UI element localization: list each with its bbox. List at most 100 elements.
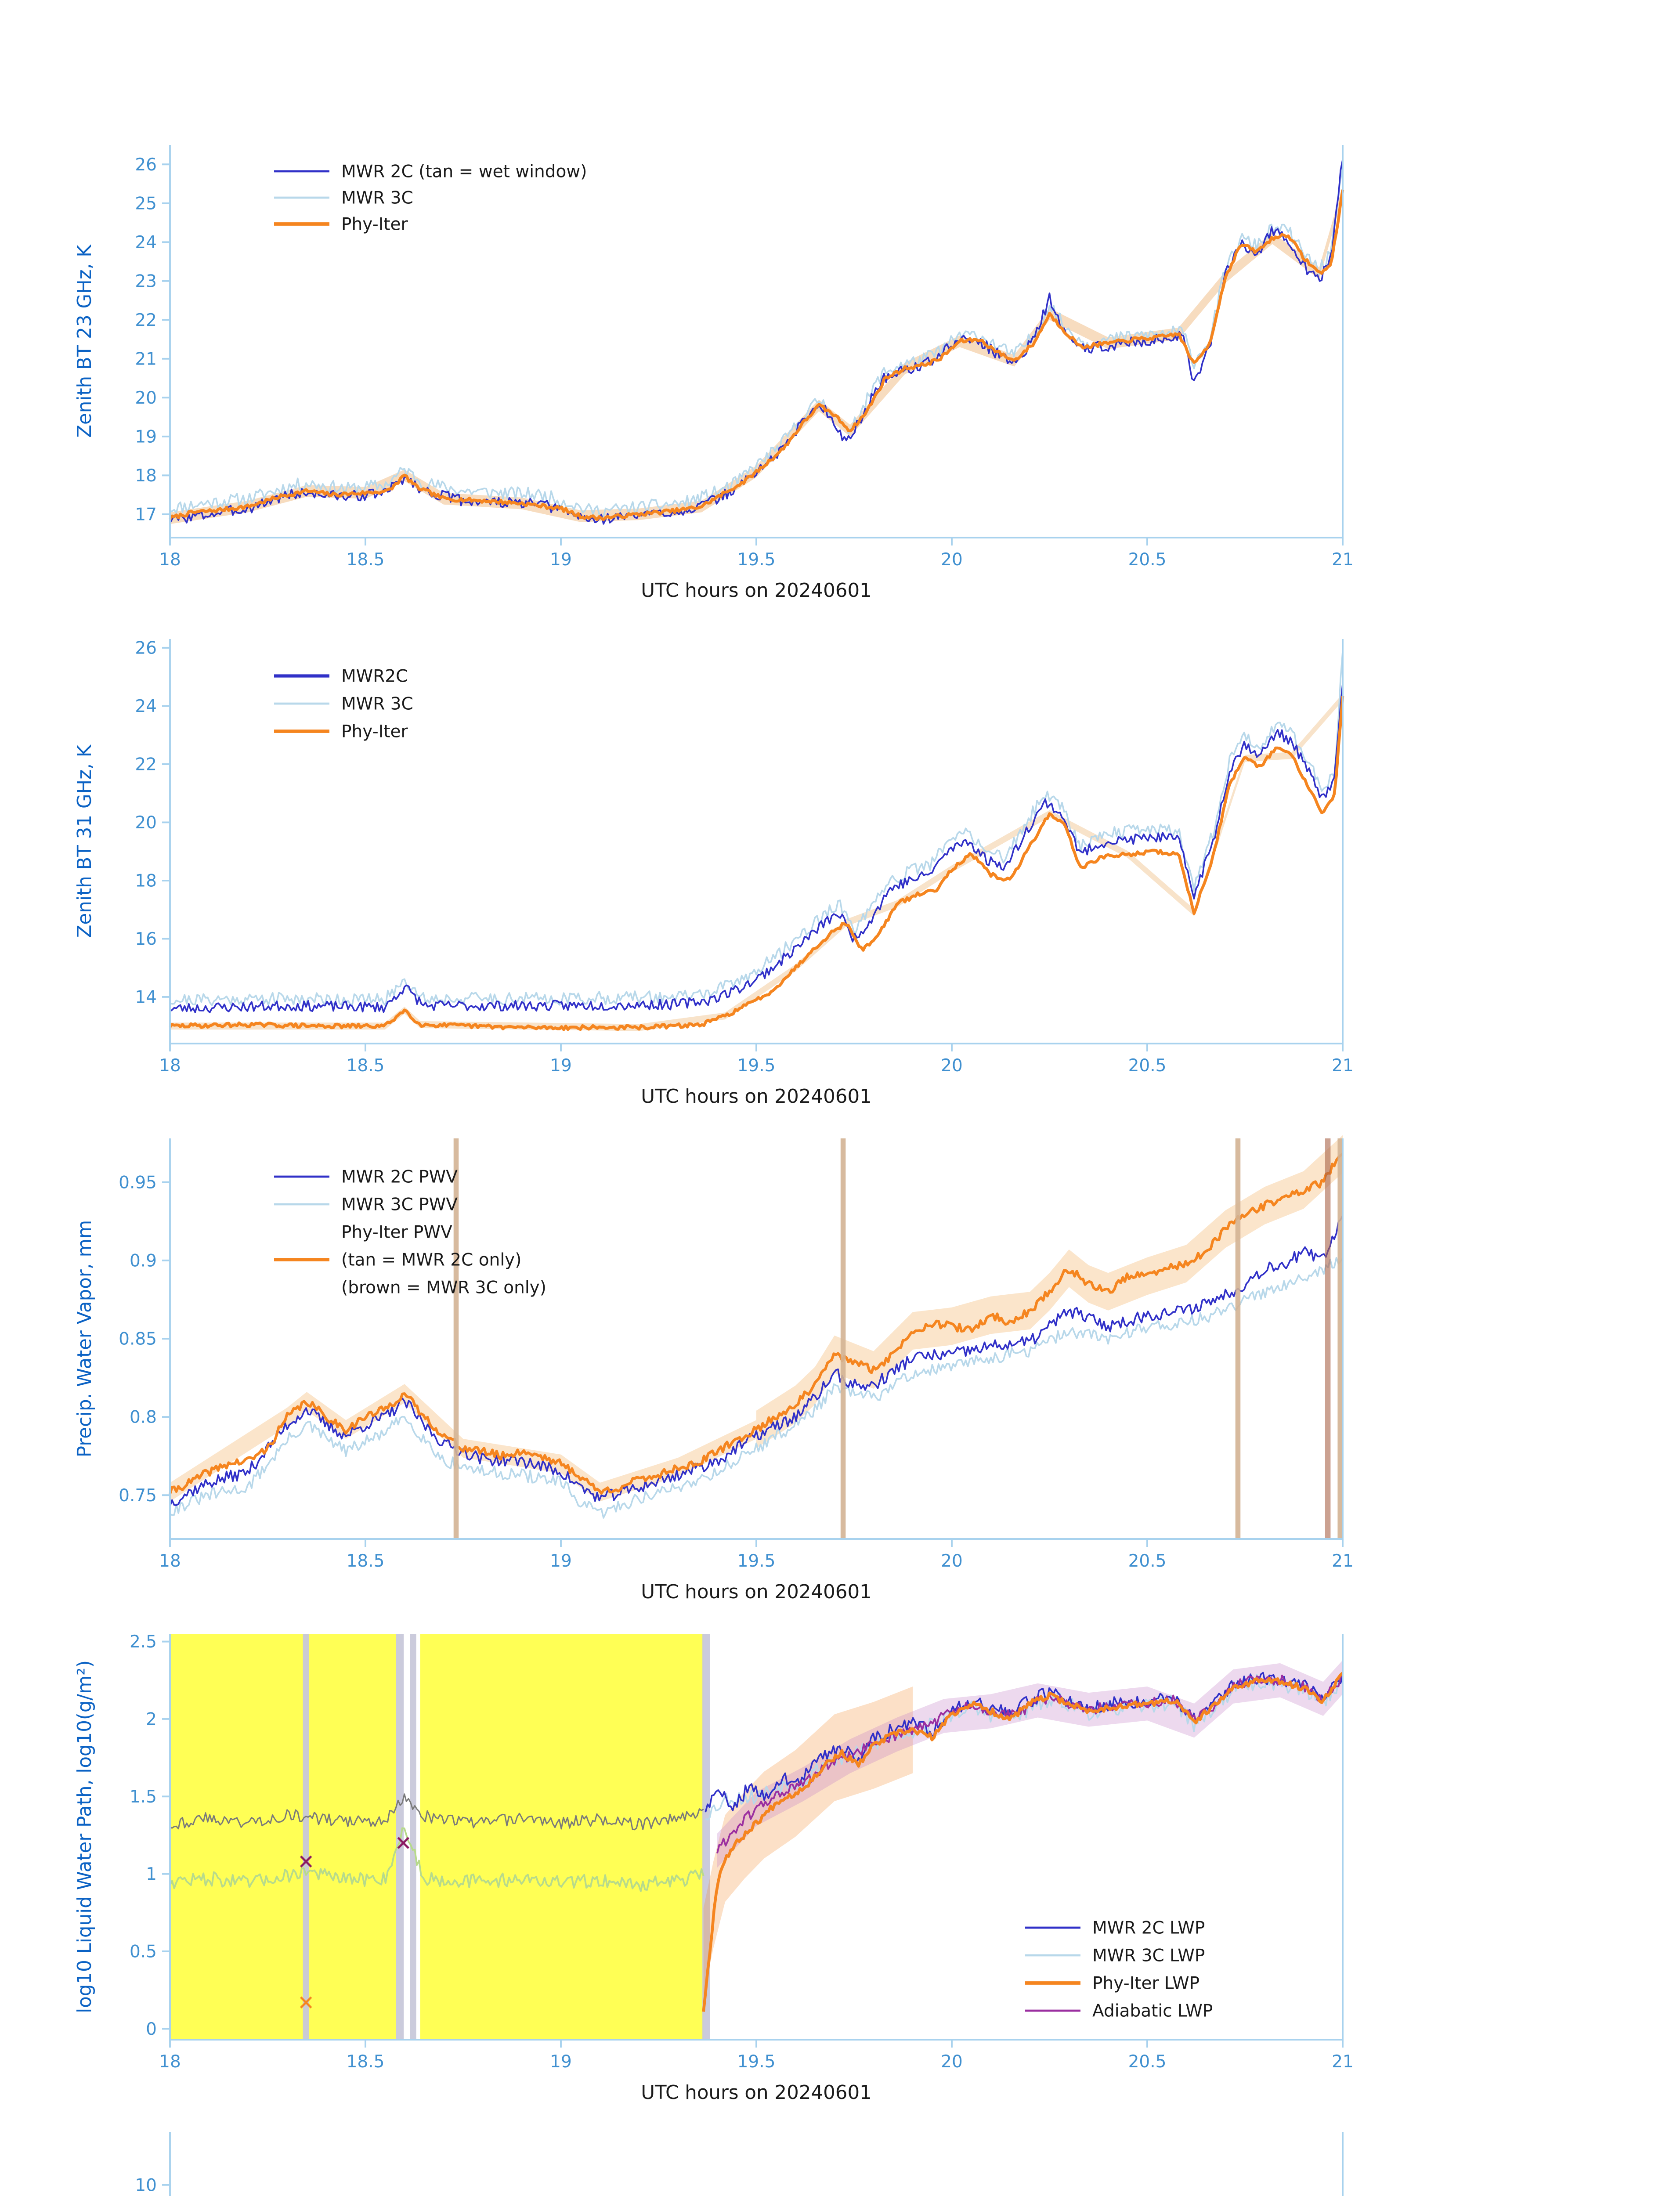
chart-lwp: 18 18.5 19 19.5 20 20.5 21 0 0.5 1 1.5 2 2.5 UTC hour…: [74, 1632, 1354, 2104]
legend-label: Adiabatic LWP: [1092, 2001, 1213, 2021]
axis-spines: [169, 2132, 1344, 2196]
y-tick-label: 18: [135, 871, 157, 891]
x-tick-label: 21: [1332, 2052, 1354, 2072]
x-tick-label: 20.5: [1128, 1551, 1167, 1571]
x-tick-label: 20: [941, 550, 963, 570]
y-tick-label: 1: [146, 1864, 157, 1884]
y-tick-label: 0.8: [130, 1408, 157, 1427]
x-tick-label: 20.5: [1128, 2052, 1167, 2072]
y-tick-label: 22: [135, 311, 157, 330]
y-tick-label: 22: [135, 755, 157, 774]
x-tick-label: 19: [550, 2052, 572, 2072]
legend-label: Phy-Iter PWV: [341, 1223, 452, 1242]
legend-label: MWR 2C (tan = wet window): [341, 162, 587, 182]
x-axis-label: UTC hours on 20240601: [641, 2082, 872, 2104]
x-axis-label: UTC hours on 20240601: [641, 1086, 872, 1108]
x-tick-label: 21: [1332, 1551, 1354, 1571]
legend-pwv: MWR 2C PWV MWR 3C PWV Phy-Iter PWV (tan = M…: [274, 1167, 546, 1298]
x-tick-label: 19: [550, 1551, 572, 1571]
y-tick-label: 2: [146, 1709, 157, 1729]
x-tick-label: 21: [1332, 550, 1354, 570]
x-tick-label: 18.5: [347, 550, 385, 570]
legend-label: MWR 3C LWP: [1092, 1946, 1205, 1966]
y-tick-label: 20: [135, 813, 157, 833]
y-tick-label: 0.75: [119, 1486, 157, 1506]
y-tick-label: 24: [135, 697, 157, 716]
y-tick-label: 25: [135, 194, 157, 213]
x-tick-label: 19.5: [737, 1056, 776, 1076]
chart-bt31: 18 18.5 19 19.5 20 20.5 21 14 16 18 20 22 24 26 UTC ho…: [74, 638, 1354, 1108]
legend-label: MWR 3C PWV: [341, 1195, 458, 1215]
x-tick-label: 18: [159, 1056, 181, 1076]
x-tick-label: 21: [1332, 1056, 1354, 1076]
x-tick-label: 19.5: [737, 2052, 776, 2072]
x-tick-label: 19.5: [737, 1551, 776, 1571]
wet-window-band: [170, 693, 1343, 1031]
x-tick-label: 20: [941, 1551, 963, 1571]
y-tick-label: 0.85: [119, 1329, 157, 1349]
x-tick-label: 18: [159, 550, 181, 570]
legend-label: (tan = MWR 2C only): [341, 1250, 521, 1270]
gray-flag-bar: [396, 1634, 404, 2040]
y-axis-label: Zenith BT 31 GHz, K: [74, 744, 96, 938]
y-tick-label: 26: [135, 155, 157, 175]
series-mwr-2c: [169, 159, 1344, 525]
legend-label: Phy-Iter: [341, 215, 408, 235]
orange-x-marker: [300, 1996, 312, 2009]
y-tick-label: 2.5: [130, 1632, 157, 1652]
y-tick-label: 10: [135, 2175, 157, 2195]
x-tick-label: 20.5: [1128, 1056, 1167, 1076]
legend-bt31: MWR2C MWR 3C Phy-Iter: [274, 667, 413, 742]
series-mwr-3c: [170, 164, 1344, 518]
clear-sky-region: [420, 1634, 704, 2040]
y-tick-label: 20: [135, 388, 157, 408]
x-tick-label: 20: [941, 2052, 963, 2072]
legend-label: MWR2C: [341, 667, 408, 686]
clear-sky-region: [170, 1634, 396, 2040]
legend-label: MWR 3C: [341, 694, 413, 714]
y-tick-label: 0.9: [130, 1251, 157, 1271]
y-tick-label: 16: [135, 929, 157, 949]
y-tick-label: 18: [135, 466, 157, 486]
tan-flag-bar: [1337, 1138, 1343, 1539]
x-tick-label: 18.5: [347, 2052, 385, 2072]
x-tick-label: 18.5: [347, 1551, 385, 1571]
series-phy-iter-lwp: [702, 1672, 1344, 2012]
tan-flag-bar: [840, 1138, 846, 1539]
y-tick-label: 1.5: [130, 1787, 157, 1807]
x-axis-label: UTC hours on 20240601: [641, 1581, 872, 1603]
series-mwr-2c: [170, 683, 1344, 1014]
gray-flag-bar: [303, 1634, 309, 2040]
series-mwr-3c-pwv: [170, 1257, 1344, 1519]
x-tick-label: 18: [159, 2052, 181, 2072]
y-axis-label: Zenith BT 23 GHz, K: [74, 244, 96, 438]
y-tick-label: 0.5: [130, 1942, 157, 1961]
series-mwr-3c: [170, 651, 1344, 1006]
legend-label: Phy-Iter: [341, 722, 408, 742]
x-tick-label: 20: [941, 1056, 963, 1076]
y-axis-label: log10 Liquid Water Path, log10(g/m²): [74, 1660, 96, 2013]
series-mwr-2c-lwp: [705, 1672, 1344, 1813]
x-tick-label: 19: [550, 1056, 572, 1076]
y-tick-label: 26: [135, 638, 157, 658]
adiabatic-lwp-band: [717, 1660, 1343, 1868]
y-tick-label: 21: [135, 349, 157, 369]
series-green-reference: [169, 1827, 705, 1892]
y-tick-label: 0: [146, 2019, 157, 2039]
legend-label: MWR 2C LWP: [1092, 1918, 1205, 1938]
x-tick-label: 19.5: [737, 550, 776, 570]
series-phy-iter: [169, 189, 1344, 521]
legend-label: MWR 2C PWV: [341, 1167, 458, 1187]
legend-lwp: MWR 2C LWP MWR 3C LWP Phy-Iter LWP Adiabati…: [1025, 1918, 1213, 2021]
phy-uncertainty-band-early: [170, 1384, 756, 1502]
series-gray-reference: [170, 1793, 704, 1831]
gray-flag-bar: [410, 1634, 416, 2040]
y-tick-label: 17: [135, 505, 157, 524]
y-tick-label: 0.95: [119, 1173, 157, 1192]
purple-x-markers: [300, 1855, 312, 1868]
legend-label: (brown = MWR 3C only): [341, 1278, 546, 1298]
x-tick-label: 20.5: [1128, 550, 1167, 570]
gray-flag-bar: [702, 1634, 710, 2040]
